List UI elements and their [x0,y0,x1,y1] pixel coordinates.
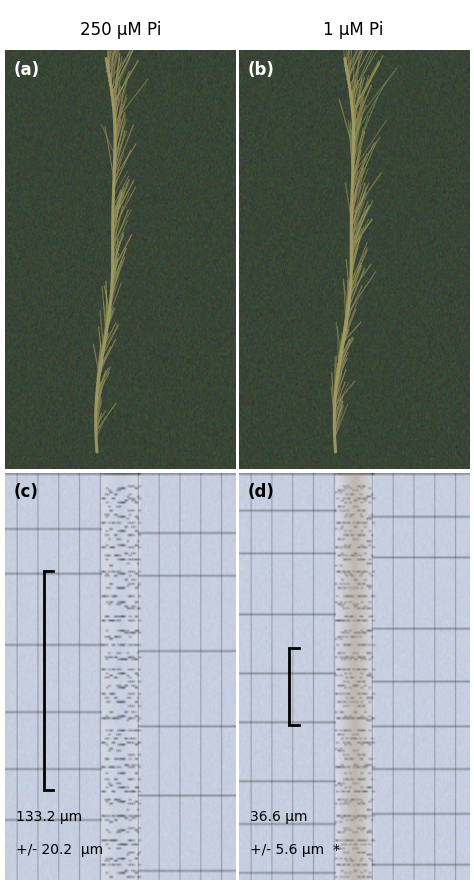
Text: 250 μM Pi: 250 μM Pi [80,20,162,39]
Text: 36.6 μm: 36.6 μm [250,811,308,825]
Text: (a): (a) [14,61,40,79]
Text: +/- 5.6 μm  *: +/- 5.6 μm * [250,843,340,857]
Text: 133.2 μm: 133.2 μm [16,811,82,825]
Text: (b): (b) [248,61,275,79]
Text: +/- 20.2  μm: +/- 20.2 μm [16,843,103,857]
Text: (d): (d) [248,484,275,501]
Text: (c): (c) [14,484,39,501]
Text: 1 μM Pi: 1 μM Pi [323,20,383,39]
